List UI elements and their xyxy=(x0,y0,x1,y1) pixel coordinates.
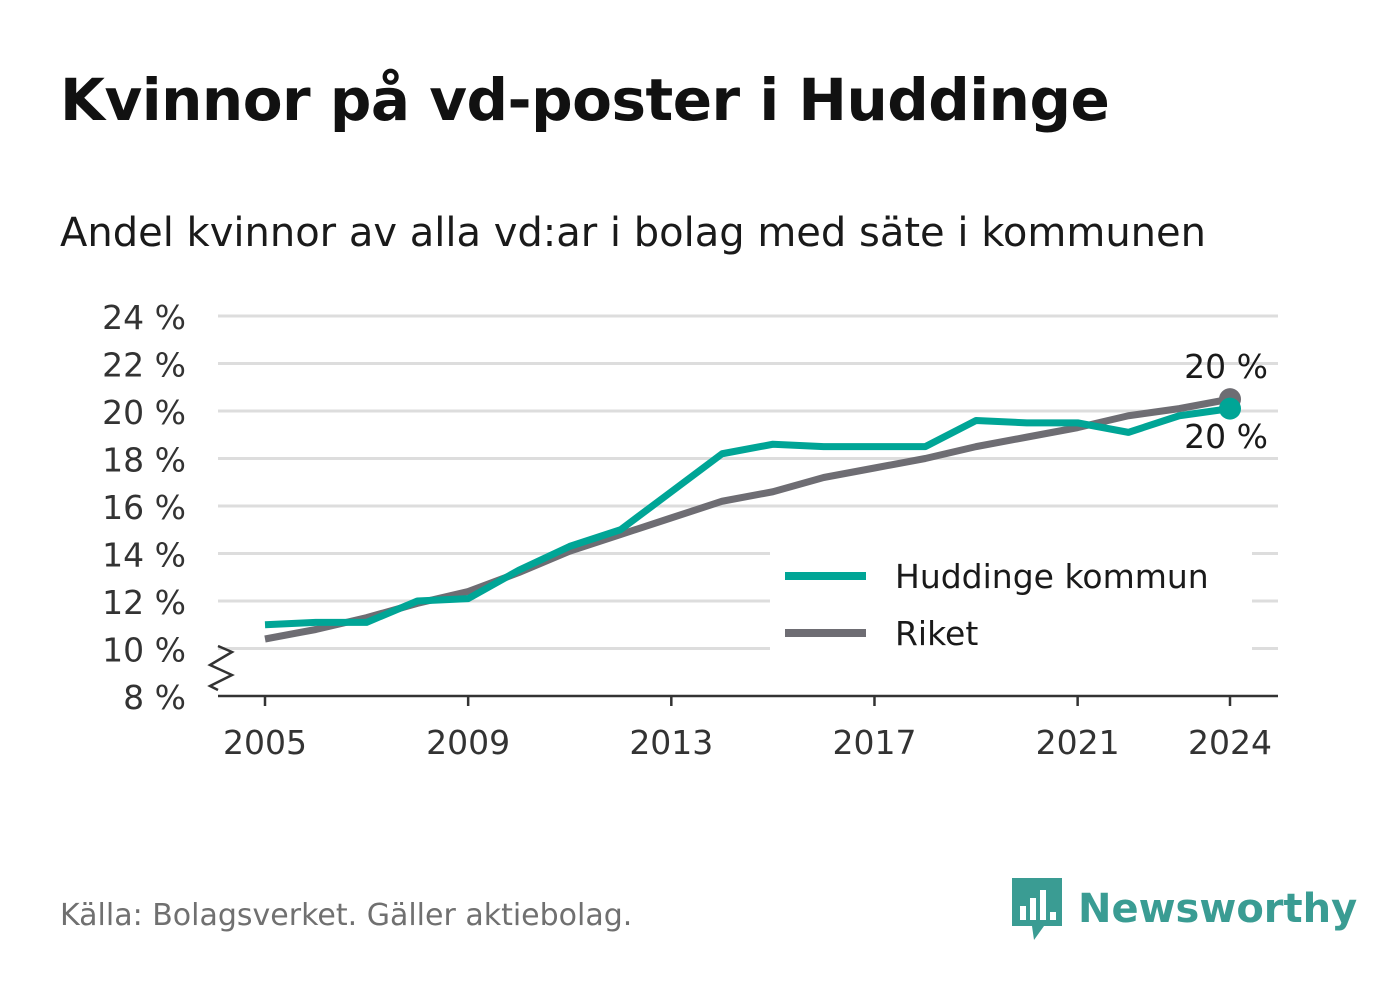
y-tick-label: 24 % xyxy=(102,298,186,337)
axis-break-icon xyxy=(207,644,235,692)
x-tick-label: 2024 xyxy=(1188,723,1272,762)
series-line-huddinge xyxy=(264,405,1231,629)
x-axis: 2005 2009 2013 2017 2021 2024 xyxy=(207,644,1278,762)
end-label-riket: 20 % xyxy=(1184,347,1268,386)
brand-name: Newsworthy xyxy=(1078,886,1358,932)
chart-subtitle: Andel kvinnor av alla vd:ar i bolag med … xyxy=(60,210,1206,256)
y-tick-label: 20 % xyxy=(102,393,186,432)
series-lines xyxy=(264,388,1241,643)
y-tick-label: 12 % xyxy=(102,583,186,622)
y-tick-label: 18 % xyxy=(102,441,186,480)
end-point xyxy=(1219,397,1241,420)
end-label-huddinge: 20 % xyxy=(1184,417,1268,456)
y-axis-ticks: 8 % 10 % 12 % 14 % 16 % 18 % 20 % 22 % 24 % xyxy=(102,298,186,717)
x-tick-label: 2009 xyxy=(426,723,510,762)
legend: Huddinge kommun Riket xyxy=(770,548,1252,653)
newsworthy-logo-icon xyxy=(1012,878,1062,940)
y-tick-label: 10 % xyxy=(102,631,186,670)
legend-label: Riket xyxy=(895,614,978,653)
y-tick-label: 16 % xyxy=(102,488,186,527)
chart-title: Kvinnor på vd-poster i Huddinge xyxy=(60,66,1110,134)
brand-logo: Newsworthy xyxy=(1010,874,1357,944)
end-labels: 20 % 20 % xyxy=(1184,347,1268,456)
y-tick-label: 22 % xyxy=(102,346,186,385)
legend-label: Huddinge kommun xyxy=(895,557,1209,596)
y-tick-label: 8 % xyxy=(123,678,186,717)
x-tick-label: 2021 xyxy=(1036,723,1120,762)
x-tick-label: 2013 xyxy=(629,723,713,762)
x-tick-label: 2005 xyxy=(223,723,307,762)
x-tick-label: 2017 xyxy=(832,723,916,762)
gridlines xyxy=(218,314,1278,650)
y-tick-label: 14 % xyxy=(102,536,186,575)
source-note: Källa: Bolagsverket. Gäller aktiebolag. xyxy=(60,898,633,933)
